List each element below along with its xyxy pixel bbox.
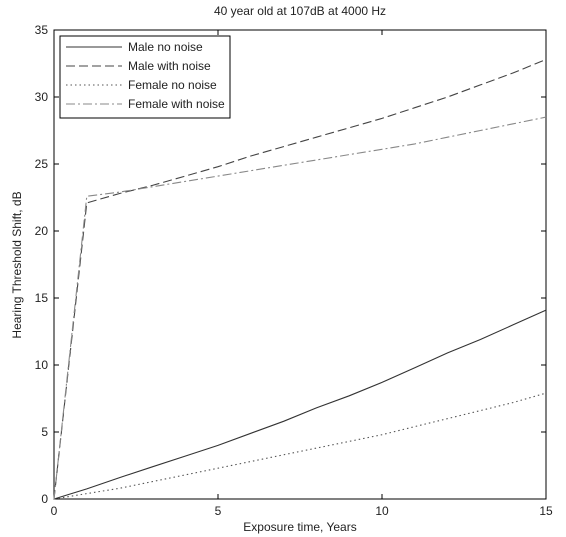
y-tick-label: 30 <box>35 90 49 104</box>
legend-label-4: Female with noise <box>128 97 225 111</box>
x-tick-label: 0 <box>51 504 58 518</box>
x-tick-label: 10 <box>375 504 389 518</box>
axis-ticks: 0 5 10 15 0 5 10 15 20 25 30 35 <box>35 23 553 518</box>
y-tick-label: 25 <box>35 157 49 171</box>
legend-label-2: Male with noise <box>128 59 211 73</box>
y-tick-label: 10 <box>35 358 49 372</box>
series-line-2 <box>53 58 547 500</box>
x-tick-label: 5 <box>215 504 222 518</box>
y-tick-label: 5 <box>41 425 48 439</box>
legend-label-1: Male no noise <box>128 40 203 54</box>
y-axis-label: Hearing Threshold Shift, dB <box>10 191 24 338</box>
y-tick-label: 15 <box>35 291 49 305</box>
legend-label-3: Female no noise <box>128 78 217 92</box>
series-line-4 <box>53 116 547 500</box>
x-axis-label: Exposure time, Years <box>243 520 356 534</box>
series-line-1 <box>53 309 547 500</box>
legend: Male no noise Male with noise Female no no… <box>59 35 231 119</box>
y-tick-label: 20 <box>35 224 49 238</box>
series-line-3 <box>53 392 547 500</box>
series-lines <box>53 58 547 500</box>
chart-title: 40 year old at 107dB at 4000 Hz <box>214 4 386 18</box>
x-tick-label: 15 <box>539 504 553 518</box>
y-tick-label: 0 <box>41 492 48 506</box>
y-tick-label: 35 <box>35 23 49 37</box>
